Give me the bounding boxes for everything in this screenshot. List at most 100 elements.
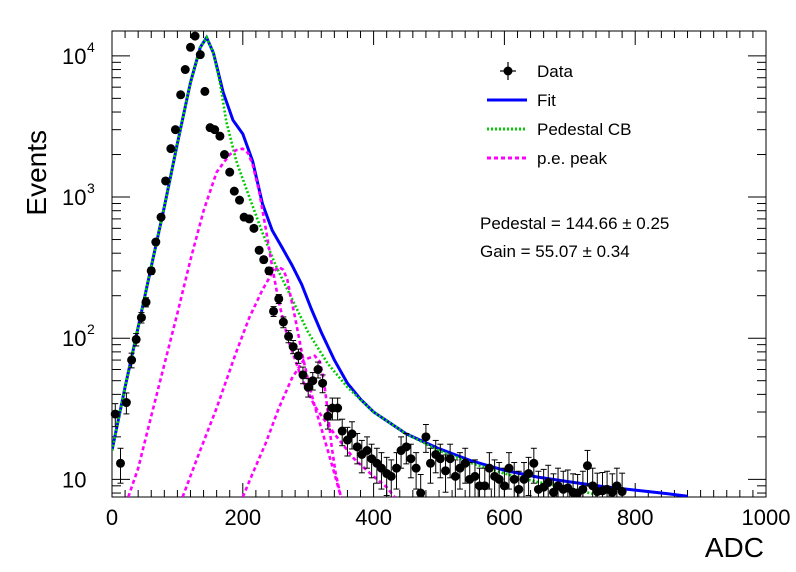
data-point: [190, 31, 200, 41]
curve-p-e-peak-2: [181, 265, 343, 497]
data-point: [333, 397, 343, 421]
data-points: [110, 31, 627, 498]
curve-pedestal-cb: [112, 34, 597, 496]
data-point: [219, 150, 229, 160]
data-point: [170, 125, 180, 135]
data-point: [607, 473, 617, 497]
y-axis-title: Events: [21, 130, 52, 216]
plot-frame: [111, 30, 767, 498]
data-point: [504, 452, 514, 490]
data-point: [362, 436, 372, 469]
data-point: [435, 443, 445, 479]
data-point: [200, 86, 210, 96]
data-point: [254, 245, 264, 255]
data-point: [244, 214, 254, 224]
x-tick-label: 200: [224, 505, 261, 530]
data-point: [151, 237, 161, 247]
data-point: [441, 454, 451, 493]
legend-label-fit: Fit: [537, 91, 556, 110]
data-point: [421, 423, 431, 453]
data-point: [313, 361, 323, 379]
data-point: [259, 255, 269, 265]
data-point: [514, 470, 524, 497]
data-point: [445, 443, 455, 479]
x-tick-label: 1000: [742, 505, 791, 530]
x-tick-label: 0: [106, 505, 118, 530]
data-point: [249, 223, 259, 233]
data-point: [406, 443, 416, 479]
x-tick-label: 600: [486, 505, 523, 530]
data-point: [264, 266, 274, 276]
svg-text:10: 10: [62, 326, 86, 351]
data-point: [278, 316, 288, 329]
data-point: [235, 195, 245, 205]
x-tick-label: 400: [355, 505, 392, 530]
data-point: [161, 176, 171, 186]
data-point: [274, 294, 284, 304]
data-point: [460, 447, 470, 484]
data-point: [411, 452, 421, 490]
legend-item-data: Data: [500, 62, 573, 81]
data-point: [195, 50, 205, 60]
legend-label-pedestal-cb: Pedestal CB: [537, 120, 632, 139]
data-point: [318, 374, 328, 394]
data-point: [136, 312, 146, 324]
svg-text:10: 10: [62, 44, 86, 69]
data-point: [116, 447, 126, 484]
data-point: [524, 456, 534, 497]
data-point: [484, 452, 494, 490]
data-point: [269, 306, 279, 317]
data-point: [131, 333, 141, 347]
legend-item-fit: Fit: [487, 91, 556, 110]
data-point: [141, 297, 151, 308]
data-point: [494, 462, 504, 497]
y-tick-label: 10 2: [62, 321, 95, 351]
legend-label-data: Data: [537, 62, 573, 81]
data-point: [548, 473, 558, 497]
curve-p-e-peak-1: [127, 147, 396, 497]
data-point: [342, 426, 352, 457]
data-point: [127, 352, 137, 369]
data-point: [553, 467, 563, 497]
data-point: [416, 473, 426, 498]
legend-item-pe-peak: p.e. peak: [487, 149, 607, 168]
data-point: [450, 459, 460, 497]
legend-label-pe-peak: p.e. peak: [537, 149, 607, 168]
data-point: [509, 462, 519, 497]
x-axis-ticks: 0 200 400 600 800 1000: [106, 31, 791, 530]
data-point: [146, 266, 156, 276]
data-point: [185, 42, 195, 52]
data-point: [347, 421, 357, 450]
data-point: [298, 366, 308, 385]
data-point: [293, 348, 303, 364]
data-point: [612, 467, 622, 497]
y-tick-label: 10 3: [62, 180, 95, 210]
svg-text:2: 2: [87, 321, 95, 337]
data-point: [166, 144, 176, 154]
data-point: [225, 167, 235, 177]
data-point: [386, 459, 396, 497]
data-point: [229, 186, 239, 196]
curve-p-e-peak-3: [241, 354, 343, 497]
data-point: [543, 464, 553, 497]
curve-fit: [112, 34, 688, 497]
annotation-pedestal: Pedestal = 144.66 ± 0.25: [480, 214, 669, 233]
svg-text:10: 10: [62, 467, 86, 492]
data-point: [121, 392, 131, 415]
data-point: [176, 90, 186, 100]
data-point: [391, 452, 401, 490]
data-point: [156, 212, 166, 222]
svg-text:10: 10: [62, 185, 86, 210]
svg-text:4: 4: [87, 39, 95, 55]
data-point: [352, 433, 362, 465]
data-point: [210, 125, 220, 135]
fit-curves: [112, 34, 688, 497]
data-point: [110, 403, 120, 428]
annotation-gain: Gain = 55.07 ± 0.34: [480, 242, 630, 261]
data-point: [578, 470, 588, 497]
legend: Data Fit Pedestal CB p.e. peak: [487, 62, 632, 168]
data-point: [617, 472, 627, 497]
x-axis-title: ADC: [705, 532, 764, 563]
